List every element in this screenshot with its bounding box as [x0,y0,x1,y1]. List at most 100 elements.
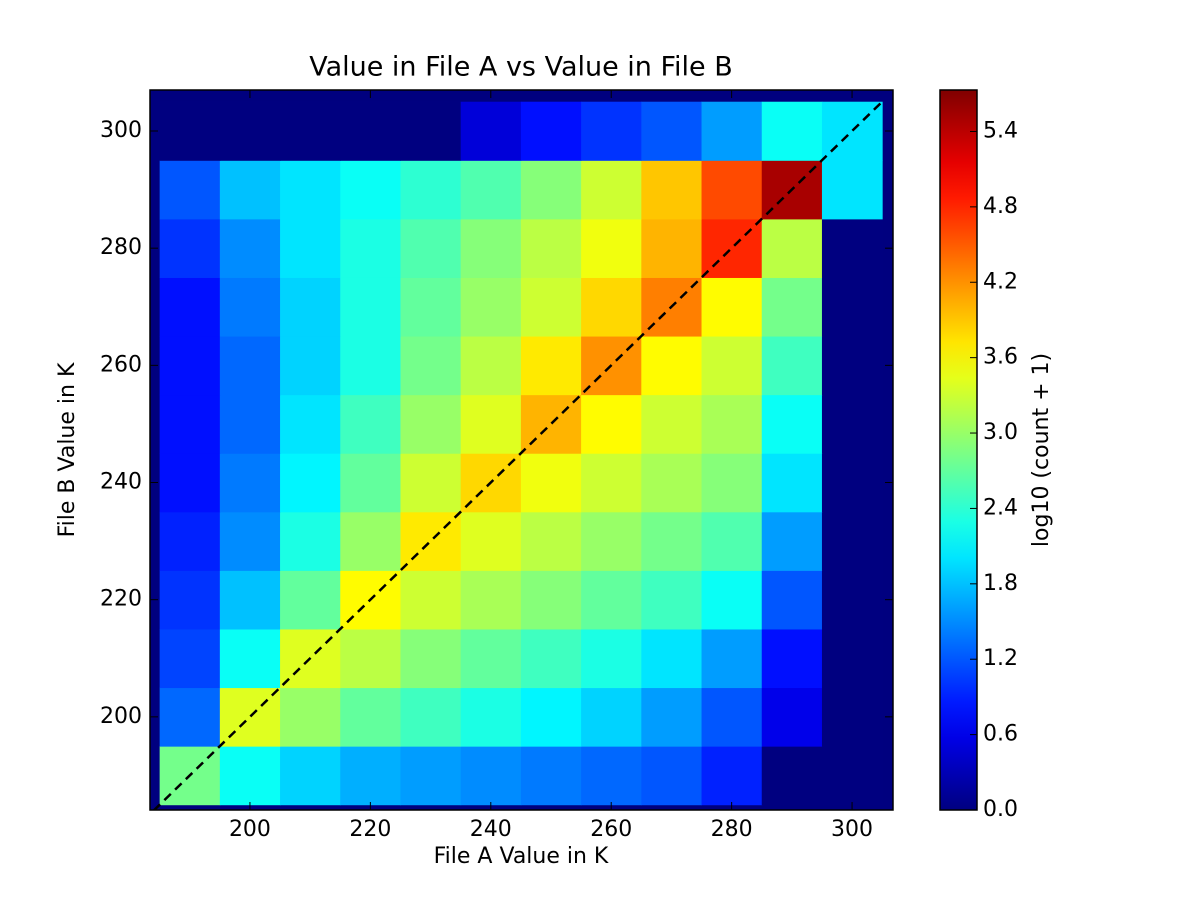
density-cell [581,746,642,806]
density-cell [280,687,341,747]
density-cell [280,746,341,806]
density-cell [280,511,341,571]
density-cell [761,453,823,513]
density-cell [460,511,522,571]
x-tick-label: 220 [349,817,391,842]
density-cell [641,453,703,513]
density-cell [641,101,703,161]
density-cell [821,218,883,278]
density-cell [520,687,582,747]
colorbar-tick-label: 3.6 [983,345,1018,370]
density-cell [159,453,221,513]
x-tick-label: 200 [229,817,271,842]
colorbar-tick-label: 5.4 [983,118,1018,143]
density-cell [400,628,462,689]
density-cell [701,570,763,630]
density-cell [400,570,462,630]
density-cell [761,687,823,747]
density-cell [340,453,401,513]
y-tick-label: 260 [100,352,142,377]
colorbar-tick-label: 4.2 [983,269,1018,294]
density-cell [400,687,462,747]
density-cell [701,101,763,161]
density-cell [340,746,401,806]
density-cell [701,394,763,454]
density-cell [701,453,763,513]
density-cell [581,628,642,689]
density-cell [701,687,763,747]
density-cell [581,570,642,630]
density-cell [400,746,462,806]
density-cell [400,277,462,337]
density-cell [460,394,522,454]
density-cell [581,277,642,337]
density-cell [581,453,642,513]
density-cell [520,218,582,278]
density-cell [159,160,221,220]
density-cell [159,218,221,278]
density-cell [400,394,462,454]
density-cell [400,160,462,220]
density-cell [641,160,703,220]
density-cell [159,511,221,571]
density-cell [400,511,462,571]
density-cell [641,218,703,278]
colorbar-tick-label: 0.0 [983,797,1018,822]
density-cell [761,336,823,396]
colorbar-tick-label: 1.2 [983,646,1018,671]
density-cell [340,277,401,337]
density-cell [219,511,281,571]
density-cell [641,336,703,396]
density-cell [641,511,703,571]
density-cell [460,160,522,220]
reference-line [152,100,884,810]
density-cell [460,277,522,337]
density-cell [520,628,582,689]
density-cell [821,687,883,747]
density-cell [641,570,703,630]
density-cell [460,336,522,396]
colorbar-tick-label: 3.0 [983,420,1018,445]
colorbar-tick-label: 2.4 [983,495,1018,520]
plot-frame [149,89,894,811]
density-cell [460,687,522,747]
x-tick-label: 300 [831,817,873,842]
density-cell [581,394,642,454]
density-cell [761,101,823,161]
density-cell [340,687,401,747]
colorbar-tick-label: 4.8 [983,194,1018,219]
density-cell [821,746,883,806]
density-cell [219,160,281,220]
density-cell [821,628,883,689]
density-cell [581,218,642,278]
density-cell [340,511,401,571]
density-cell [701,336,763,396]
y-tick-label: 280 [100,235,142,260]
y-tick-label: 300 [100,118,142,143]
density-cell [761,570,823,630]
density-cell [761,277,823,337]
density-cell [641,628,703,689]
density-cell [159,277,221,337]
density-cell [460,746,522,806]
density-cell [280,394,341,454]
density-cell [821,160,883,220]
density-cell [761,746,823,806]
density-cell [520,394,582,454]
x-tick-label: 280 [711,817,753,842]
density-cell [159,101,221,161]
density-cell [821,277,883,337]
density-cell [219,628,281,689]
density-cell [219,687,281,747]
x-axis-label: File A Value in K [434,844,609,869]
density-cell [761,511,823,571]
density-cell [821,394,883,454]
density-cell [701,218,763,278]
density-cell [219,336,281,396]
density-cell [581,101,642,161]
density-cell [460,218,522,278]
density-cell [460,570,522,630]
density-cell [520,570,582,630]
density-cell [581,687,642,747]
density-cell [520,746,582,806]
